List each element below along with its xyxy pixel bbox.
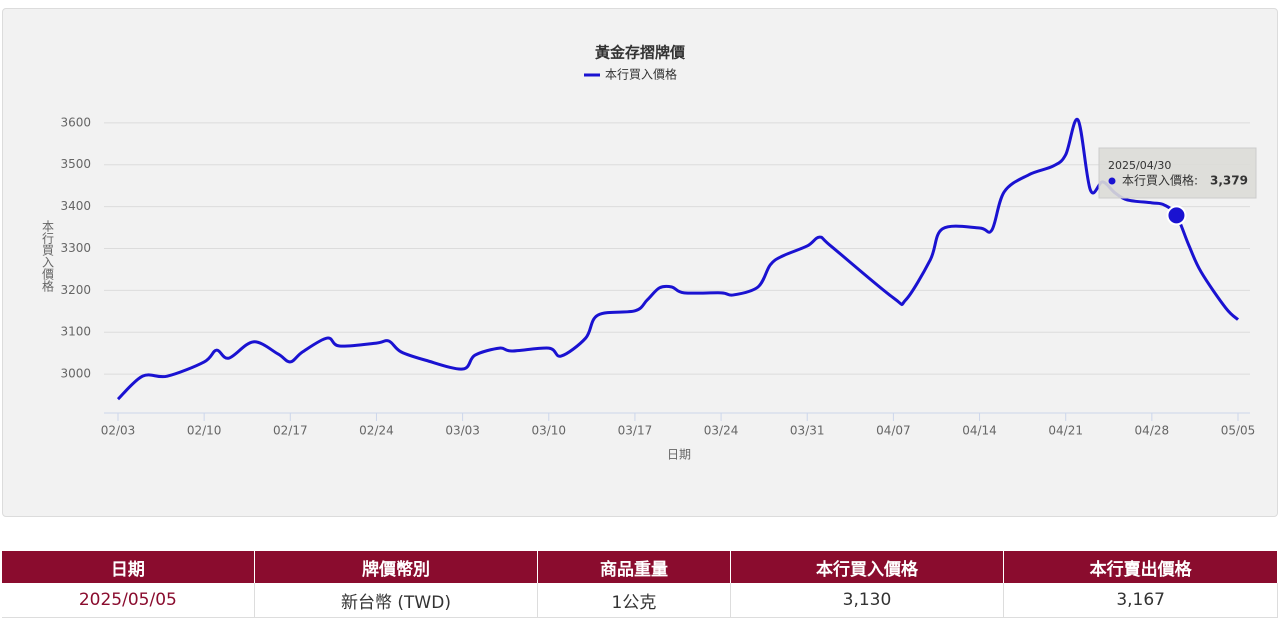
table-header: 日期 牌價幣別 商品重量 本行買入價格 本行賣出價格 xyxy=(2,551,1278,583)
x-tick-label: 03/24 xyxy=(704,424,739,438)
y-tick-label: 3300 xyxy=(60,241,91,255)
price-table: 日期 牌價幣別 商品重量 本行買入價格 本行賣出價格 2025/05/05 新台幣 (TW… xyxy=(2,551,1278,618)
tooltip-dot xyxy=(1108,177,1116,185)
header-cell: 日期 xyxy=(2,551,255,583)
y-tick-label: 3000 xyxy=(60,367,91,381)
table-cell: 2025/05/05 xyxy=(2,583,255,618)
tooltip-date: 2025/04/30 xyxy=(1108,159,1171,172)
x-tick-label: 03/31 xyxy=(790,424,825,438)
legend-label[interactable]: 本行買入價格 xyxy=(605,67,677,82)
x-tick-label: 04/07 xyxy=(876,424,911,438)
chart: 黃金存摺牌價 本行買入價格 日期 本行買入價格 3000 3100 3200 3300… xyxy=(41,44,1257,462)
header-cell: 本行賣出價格 xyxy=(1003,551,1278,583)
table-cell: 新台幣 (TWD) xyxy=(254,583,539,618)
x-tick-label: 02/17 xyxy=(273,424,308,438)
table-row: 2025/05/05 新台幣 (TWD) 1公克 3,130 3,167 xyxy=(2,583,1278,618)
x-tick-label: 03/10 xyxy=(531,424,566,438)
tooltip-value: 3,379 xyxy=(1210,174,1248,188)
table-cell: 3,167 xyxy=(1003,583,1278,618)
chart-panel xyxy=(2,8,1278,517)
y-tick-label: 3400 xyxy=(60,199,91,213)
x-tick-label: 02/10 xyxy=(187,424,222,438)
hover-point xyxy=(1166,205,1187,226)
x-tick-label: 04/14 xyxy=(962,424,997,438)
y-tick-label: 3200 xyxy=(60,283,91,297)
x-tick-label: 05/05 xyxy=(1221,424,1256,438)
x-tick-label: 03/03 xyxy=(445,424,480,438)
tooltip-box xyxy=(1098,147,1257,199)
x-axis-label: 日期 xyxy=(667,448,691,462)
y-tick-label: 3500 xyxy=(60,157,91,171)
price-line xyxy=(116,117,1240,401)
table-cell: 3,130 xyxy=(730,583,1005,618)
x-tick-label: 04/28 xyxy=(1135,424,1170,438)
header-cell: 本行買入價格 xyxy=(730,551,1005,583)
x-tick-label: 03/17 xyxy=(618,424,653,438)
table-cell: 1公克 xyxy=(537,583,731,618)
y-tick-label: 3600 xyxy=(60,115,91,129)
y-tick-label: 3100 xyxy=(60,325,91,339)
x-tick-label: 04/21 xyxy=(1048,424,1083,438)
x-tick-label: 02/24 xyxy=(359,424,394,438)
header-cell: 牌價幣別 xyxy=(254,551,539,583)
header-cell: 商品重量 xyxy=(537,551,731,583)
y-axis-label: 本行買入價格 xyxy=(41,220,55,292)
tooltip-label: 本行買入價格: xyxy=(1122,173,1198,188)
x-tick-label: 02/03 xyxy=(101,424,136,438)
chart-title: 黃金存摺牌價 xyxy=(595,44,686,62)
